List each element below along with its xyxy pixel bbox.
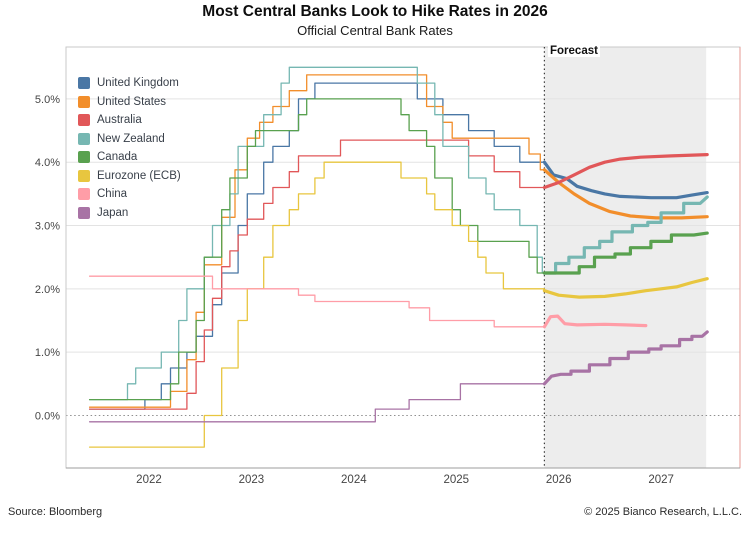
series-line-japan-history [88,383,546,423]
chart-subtitle: Official Central Bank Rates [297,23,453,38]
y-axis-tick-label: 0.0% [35,410,60,422]
legend-swatch-canada [78,151,90,164]
legend-label: New Zealand [97,132,165,145]
legend-label: Australia [97,114,142,127]
legend-swatch-united-kingdom [78,77,90,90]
forecast-label: Forecast [548,45,600,57]
series-line-australia-forecast [542,153,709,190]
legend-item-eurozone-ecb: Eurozone (ECB) [78,167,181,186]
y-axis-tick-label: 2.0% [35,284,60,296]
legend-label: Japan [97,206,129,219]
legend-item-united-states: United States [78,93,181,112]
legend-label: United States [97,95,167,108]
y-axis-tick-label: 5.0% [35,94,60,106]
y-axis-tick-label: 3.0% [35,221,60,233]
series-line-canada-forecast [542,231,709,275]
legend-item-new-zealand: New Zealand [78,130,181,149]
series-line-eurozone-ecb-history [88,161,546,448]
x-axis-tick-label: 2022 [136,474,162,486]
legend-item-china: China [78,185,181,204]
x-axis-tick-label: 2025 [443,474,469,486]
series-line-united-kingdom-forecast [542,160,709,200]
series-line-new-zealand-forecast [542,195,709,275]
series-line-eurozone-ecb-forecast [542,277,709,299]
y-axis-tick-label: 1.0% [35,347,60,359]
legend: United Kingdom United States Australia New … [78,74,181,222]
legend-label: Eurozone (ECB) [97,169,181,182]
copyright-note: © 2025 Bianco Research, L.L.C. [584,506,742,518]
legend-label: United Kingdom [97,77,179,90]
series-line-new-zealand-history [88,66,546,401]
legend-label: China [97,188,128,201]
legend-item-united-kingdom: United Kingdom [78,74,181,93]
x-axis-tick-label: 2023 [239,474,265,486]
y-axis-tick-label: 4.0% [35,157,60,169]
series-line-china-history [88,275,546,328]
legend-swatch-new-zealand [78,132,90,145]
x-axis-tick-label: 2027 [648,474,674,486]
series-line-united-states-forecast [542,168,709,220]
legend-swatch-australia [78,114,90,127]
legend-swatch-eurozone-ecb [78,169,90,182]
legend-swatch-china [78,188,90,201]
series-line-china-forecast [542,314,648,329]
legend-item-canada: Canada [78,148,181,167]
legend-item-australia: Australia [78,111,181,130]
legend-swatch-japan [78,206,90,219]
legend-item-japan: Japan [78,204,181,223]
x-axis-tick-label: 2026 [546,474,572,486]
legend-swatch-united-states [78,95,90,108]
legend-label: Canada [97,151,138,164]
source-note: Source: Bloomberg [8,506,103,518]
series-line-japan-forecast [542,330,709,386]
x-axis-tick-label: 2024 [341,474,367,486]
chart-title: Most Central Banks Look to Hike Rates in… [202,3,548,20]
